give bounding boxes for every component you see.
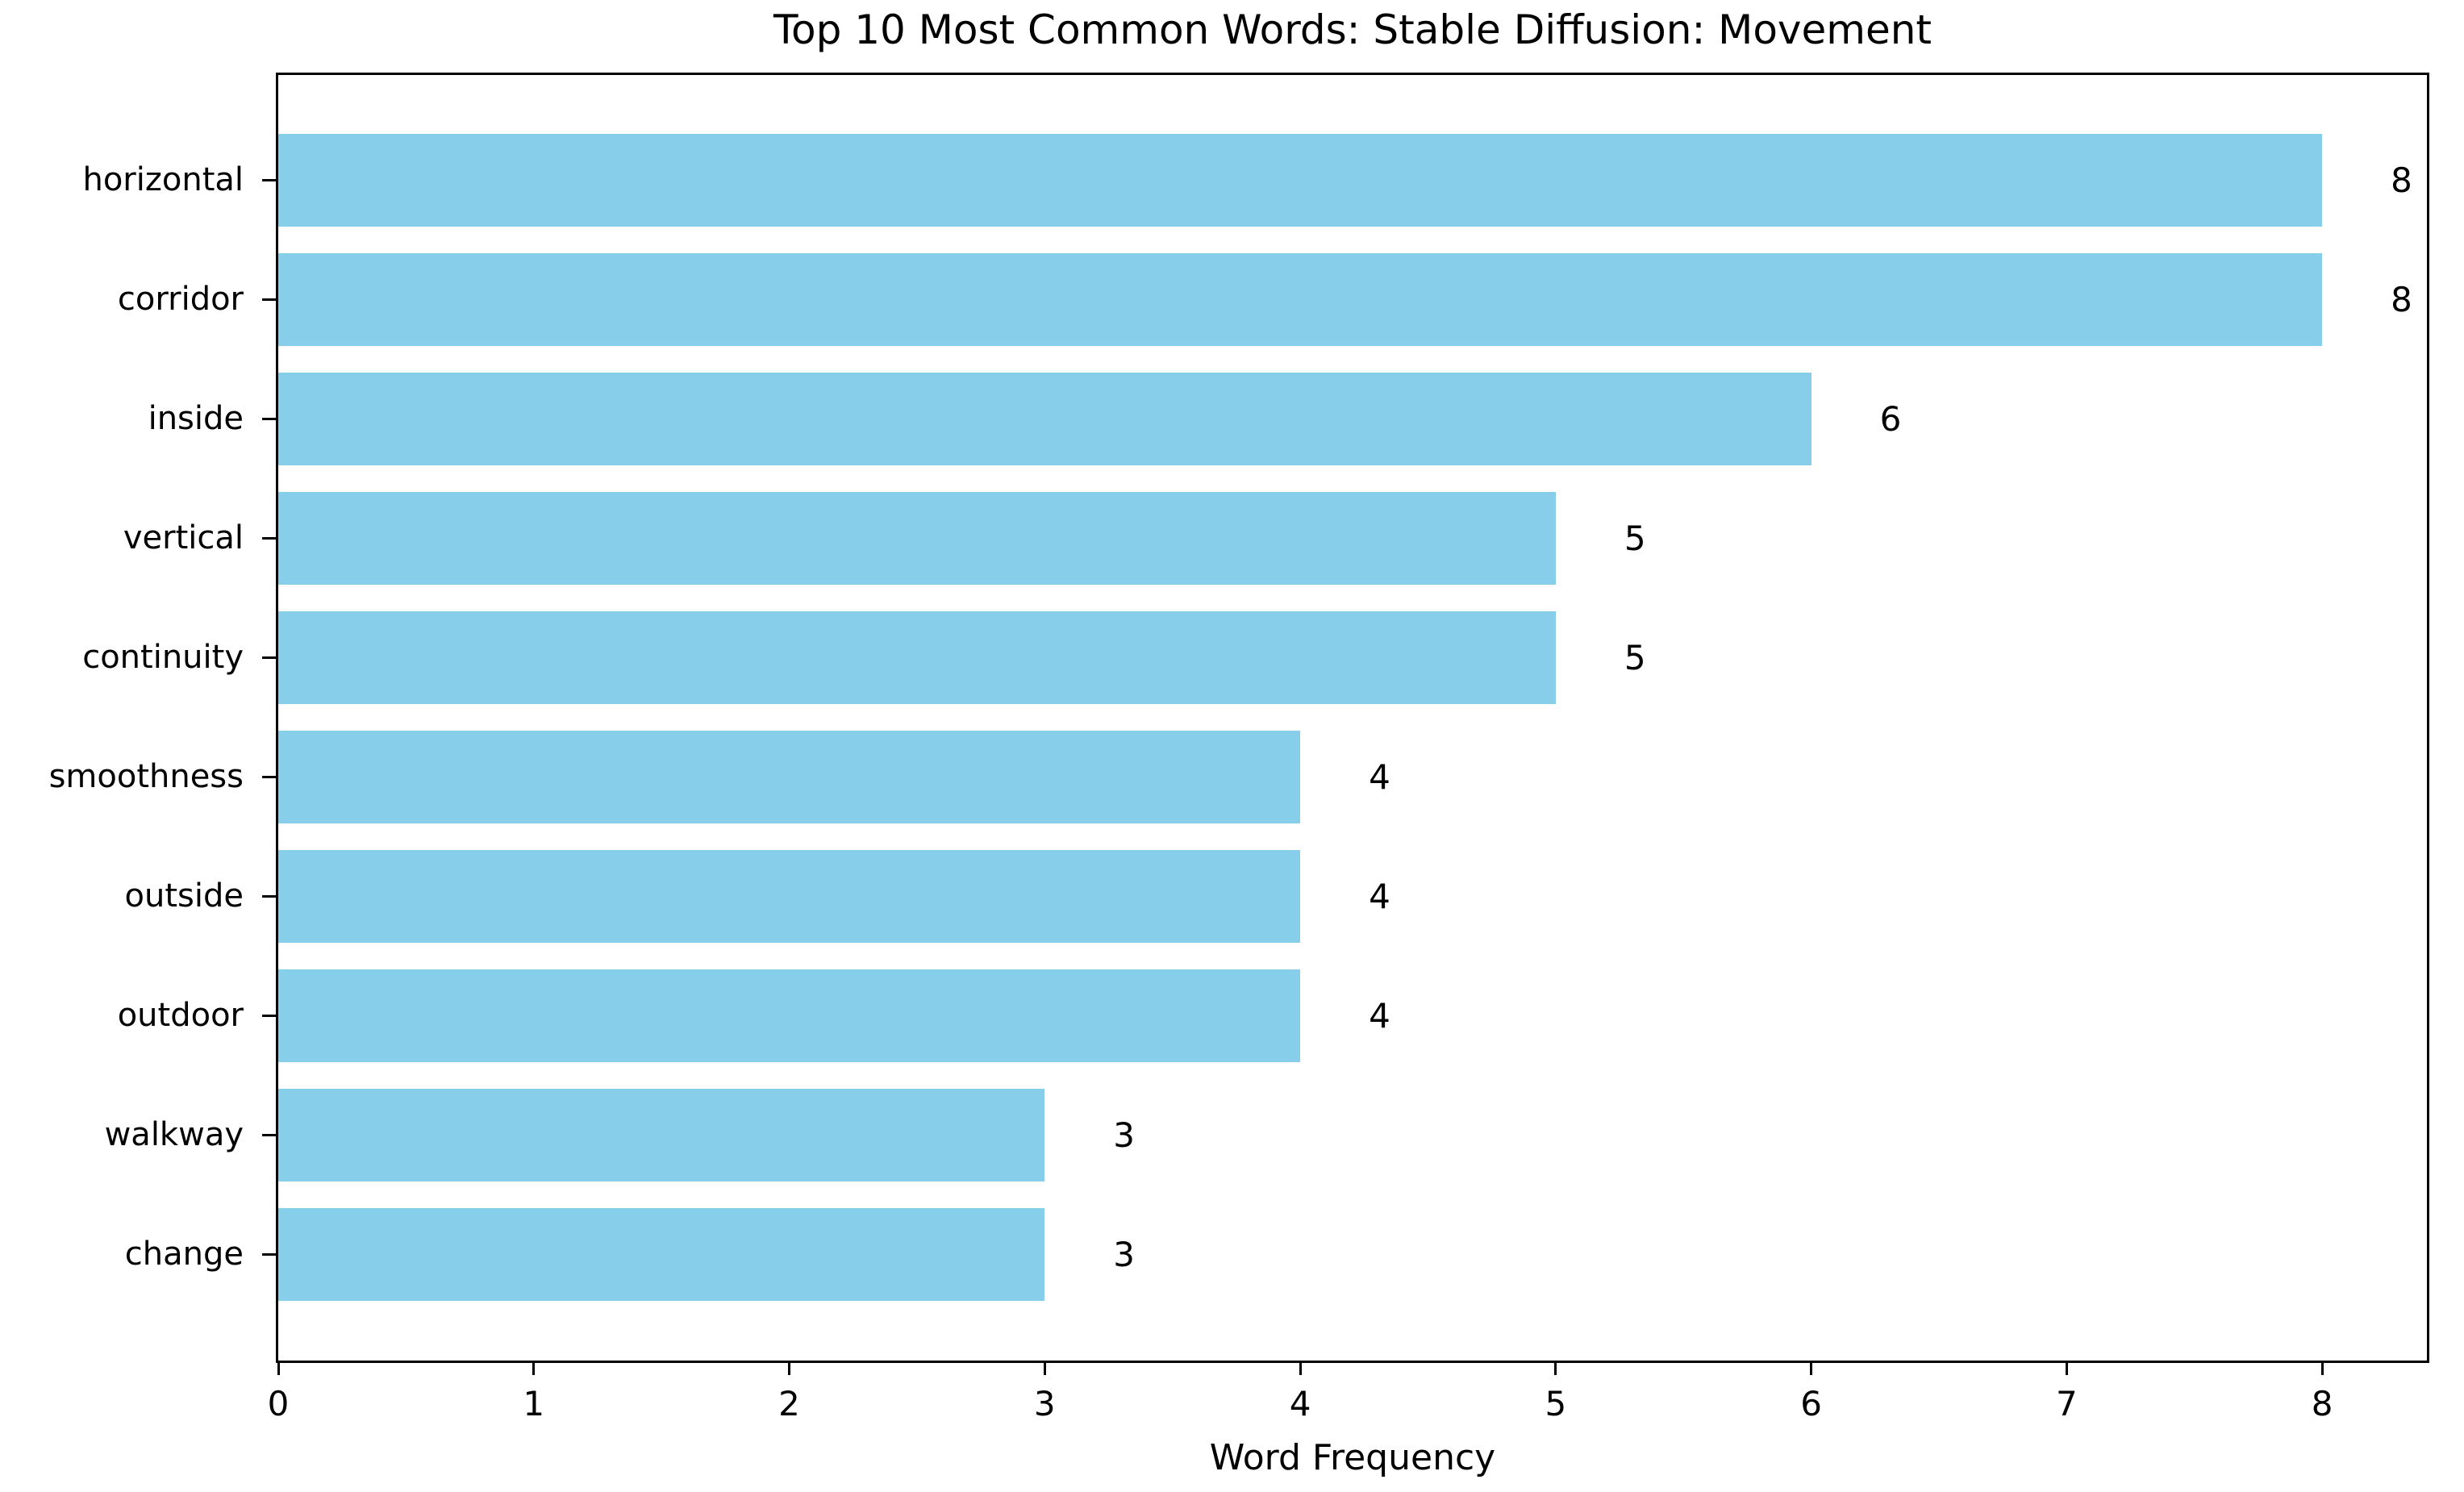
bar-row: 5 — [278, 611, 2427, 704]
y-axis-label-walkway: walkway — [104, 1116, 244, 1153]
bar-corridor — [278, 253, 2323, 346]
bar-horizontal — [278, 134, 2323, 227]
bar-vertical — [278, 492, 1556, 585]
y-tick-mark — [262, 537, 276, 540]
bar-row: 8 — [278, 253, 2427, 346]
bar-value-label: 4 — [1369, 877, 1390, 916]
y-axis-label-change: change — [124, 1236, 244, 1273]
x-tick-label-6: 6 — [1800, 1384, 1822, 1423]
y-tick-mark — [262, 656, 276, 659]
bar-row: 4 — [278, 731, 2427, 823]
bar-change — [278, 1208, 1045, 1301]
bar-smoothness — [278, 731, 1301, 823]
y-axis-label-vertical: vertical — [123, 519, 244, 556]
bar-value-label: 5 — [1624, 638, 1646, 677]
x-tick-label-1: 1 — [523, 1384, 545, 1423]
bar-continuity — [278, 611, 1556, 704]
y-tick-mark — [262, 895, 276, 898]
x-tick-label-2: 2 — [778, 1384, 800, 1423]
bar-row: 6 — [278, 373, 2427, 465]
x-tick-mark — [1043, 1363, 1046, 1375]
chart-title: Top 10 Most Common Words: Stable Diffusi… — [773, 6, 1932, 53]
bar-value-label: 3 — [1113, 1235, 1136, 1274]
y-tick-mark — [262, 1253, 276, 1256]
x-axis-label: Word Frequency — [1209, 1437, 1496, 1478]
y-tick-mark — [262, 776, 276, 778]
bar-outdoor — [278, 969, 1301, 1062]
x-tick-mark — [277, 1363, 280, 1375]
y-tick-mark — [262, 298, 276, 301]
bar-value-label: 8 — [2391, 160, 2412, 200]
bar-value-label: 4 — [1369, 996, 1390, 1036]
bar-row: 5 — [278, 492, 2427, 585]
x-tick-mark — [1554, 1363, 1557, 1375]
y-tick-mark — [262, 1134, 276, 1136]
y-tick-mark — [262, 179, 276, 181]
plot-area: 8 8 6 5 5 4 4 4 3 3 — [276, 73, 2429, 1363]
x-tick-mark — [788, 1363, 791, 1375]
bar-value-label: 4 — [1369, 757, 1390, 797]
bar-row: 3 — [278, 1208, 2427, 1301]
bar-value-label: 8 — [2391, 280, 2412, 319]
y-axis-label-outside: outside — [124, 877, 244, 915]
y-axis-label-smoothness: smoothness — [48, 758, 244, 795]
x-tick-label-8: 8 — [2311, 1384, 2333, 1423]
y-axis-label-inside: inside — [148, 400, 244, 437]
bar-row: 4 — [278, 850, 2427, 943]
x-tick-mark — [2320, 1363, 2324, 1375]
x-tick-mark — [2065, 1363, 2068, 1375]
y-tick-mark — [262, 418, 276, 420]
x-tick-label-4: 4 — [1289, 1384, 1311, 1423]
bar-inside — [278, 373, 1812, 465]
x-tick-mark — [1299, 1363, 1302, 1375]
x-tick-label-7: 7 — [2055, 1384, 2078, 1423]
y-axis-label-outdoor: outdoor — [117, 997, 244, 1034]
bar-row: 4 — [278, 969, 2427, 1062]
bar-row: 3 — [278, 1089, 2427, 1182]
y-axis-label-continuity: continuity — [82, 639, 244, 676]
bar-outside — [278, 850, 1301, 943]
bar-row: 8 — [278, 134, 2427, 227]
bar-value-label: 6 — [1879, 399, 1902, 439]
x-tick-mark — [1810, 1363, 1813, 1375]
bar-walkway — [278, 1089, 1045, 1182]
y-axis-label-horizontal: horizontal — [82, 161, 244, 198]
bar-value-label: 3 — [1113, 1115, 1136, 1155]
y-axis-label-corridor: corridor — [117, 281, 244, 318]
x-tick-label-5: 5 — [1545, 1384, 1567, 1423]
x-tick-mark — [532, 1363, 536, 1375]
x-tick-label-3: 3 — [1033, 1384, 1056, 1423]
y-tick-mark — [262, 1015, 276, 1017]
x-tick-label-0: 0 — [267, 1384, 290, 1423]
bar-value-label: 5 — [1624, 519, 1646, 558]
